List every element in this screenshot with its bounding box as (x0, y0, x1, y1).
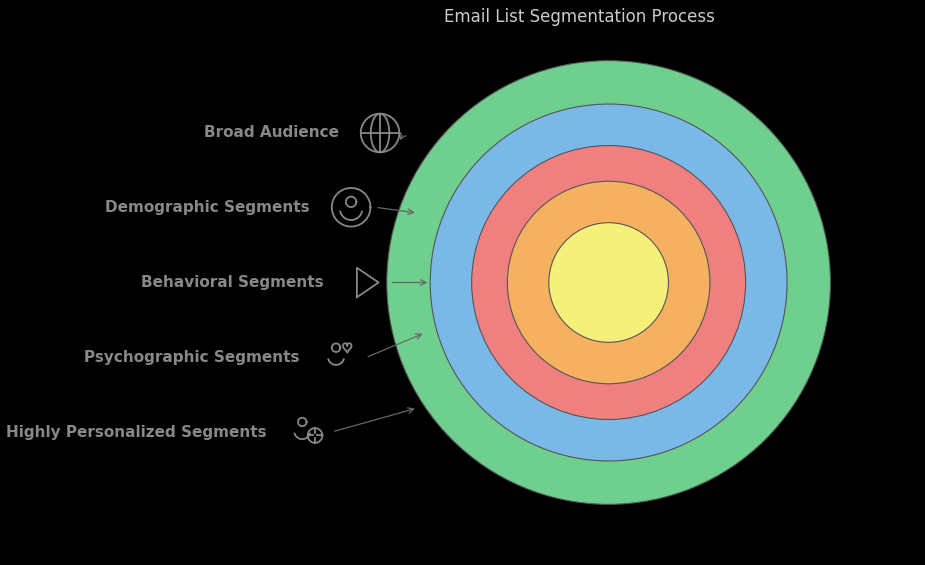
Ellipse shape (387, 60, 831, 505)
Ellipse shape (430, 104, 787, 461)
Text: Demographic Segments: Demographic Segments (105, 200, 310, 215)
Text: Broad Audience: Broad Audience (204, 125, 339, 141)
Text: Highly Personalized Segments: Highly Personalized Segments (6, 424, 266, 440)
Text: Behavioral Segments: Behavioral Segments (142, 275, 324, 290)
Ellipse shape (549, 223, 669, 342)
Text: Email List Segmentation Process: Email List Segmentation Process (444, 8, 715, 26)
Ellipse shape (472, 146, 746, 419)
Ellipse shape (507, 181, 709, 384)
Text: Psychographic Segments: Psychographic Segments (84, 350, 300, 365)
